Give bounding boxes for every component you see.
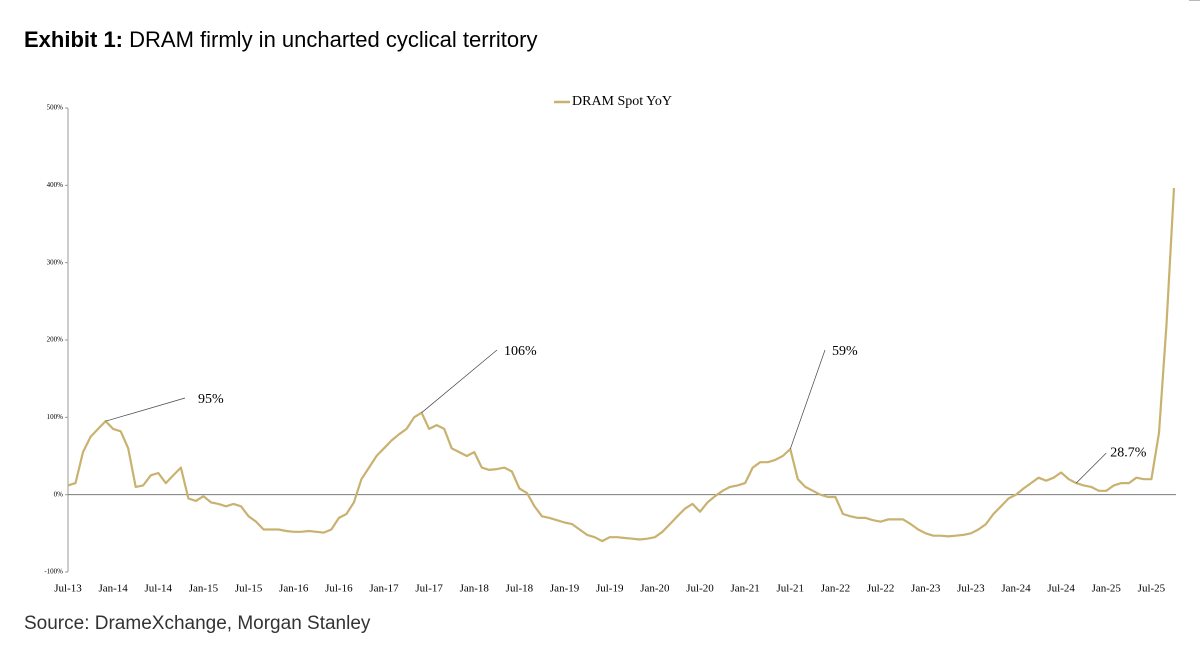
x-tick-label: Jan-23 — [911, 583, 941, 595]
y-tick-label: -100% — [44, 568, 63, 576]
x-tick-label: Jan-16 — [279, 583, 309, 595]
x-tick-label: Jul-20 — [686, 583, 714, 595]
data-label: 28.7% — [1110, 445, 1147, 460]
y-tick-label: 0% — [54, 490, 64, 498]
x-tick-label: Jan-22 — [821, 583, 850, 595]
x-tick-label: Jul-18 — [506, 583, 534, 595]
x-tick-label: Jul-14 — [145, 583, 173, 595]
x-tick-label: Jan-14 — [98, 583, 128, 595]
x-tick-label: Jan-25 — [1092, 583, 1122, 595]
x-tick-label: Jan-20 — [640, 583, 670, 595]
x-tick-label: Jan-21 — [730, 583, 759, 595]
x-tick-label: Jul-22 — [867, 583, 895, 595]
x-tick-label: Jul-15 — [235, 583, 263, 595]
annotation-leader — [789, 349, 826, 450]
chart-title: Exhibit 1: DRAM firmly in uncharted cycl… — [24, 27, 537, 52]
title-prefix: Exhibit 1: — [24, 27, 123, 52]
data-label: 95% — [198, 392, 224, 407]
x-tick-label: Jan-24 — [1001, 583, 1031, 595]
data-label: 59% — [832, 344, 858, 359]
legend-label: DRAM Spot YoY — [572, 94, 672, 109]
data-label: 106% — [504, 344, 537, 359]
x-tick-label: Jul-23 — [957, 583, 985, 595]
x-tick-label: Jul-24 — [1047, 583, 1075, 595]
y-tick-label: 100% — [47, 413, 64, 421]
y-tick-label: 500% — [47, 104, 64, 112]
x-tick-label: Jan-19 — [550, 583, 580, 595]
x-tick-label: Jan-17 — [369, 583, 399, 595]
annotation-leader — [421, 349, 498, 413]
annotation-leader — [1075, 452, 1107, 484]
x-tick-label: Jul-16 — [325, 583, 353, 595]
annotation-leader — [105, 397, 186, 422]
x-tick-label: Jul-19 — [596, 583, 624, 595]
x-tick-label: Jan-15 — [189, 583, 219, 595]
source-note: Source: DrameXchange, Morgan Stanley — [24, 613, 371, 634]
y-tick-label: 300% — [47, 258, 64, 266]
x-tick-label: Jul-25 — [1138, 583, 1166, 595]
title-text: DRAM firmly in uncharted cyclical territ… — [129, 27, 537, 52]
x-tick-label: Jul-17 — [415, 583, 443, 595]
x-tick-label: Jan-18 — [460, 583, 490, 595]
y-tick-label: 400% — [47, 181, 64, 189]
series-line — [67, 187, 1176, 543]
x-tick-label: Jul-13 — [54, 583, 82, 595]
y-tick-label: 200% — [47, 336, 64, 344]
x-tick-label: Jul-21 — [777, 583, 805, 595]
